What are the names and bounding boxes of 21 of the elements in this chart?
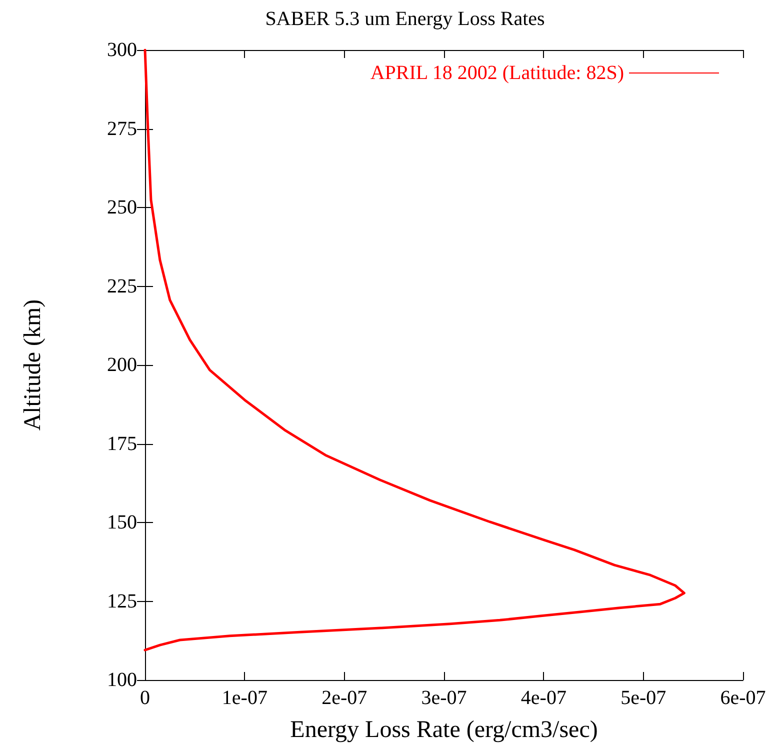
- x-tick-label: 2e-07: [322, 687, 368, 709]
- y-tick-label: 200: [107, 354, 137, 376]
- chart-title: SABER 5.3 um Energy Loss Rates: [265, 8, 546, 30]
- y-tick-label: 225: [107, 275, 137, 298]
- x-axis-title: Energy Loss Rate (erg/cm3/sec): [290, 717, 598, 743]
- legend-label: APRIL 18 2002 (Latitude: 82S): [370, 62, 624, 84]
- y-tick-label: 175: [107, 432, 137, 455]
- y-tick-label: 125: [107, 590, 137, 612]
- line-series: [144, 48, 686, 652]
- x-tick-label: 0: [140, 687, 150, 709]
- y-tick-label: 275: [107, 118, 137, 140]
- x-tick-label: 6e-07: [720, 687, 766, 709]
- x-tick-label: 3e-07: [421, 687, 467, 709]
- y-tick-label: 300: [107, 39, 137, 61]
- x-tick-label: 5e-07: [620, 687, 666, 709]
- x-tick-label: 4e-07: [520, 687, 566, 709]
- y-tick-label: 100: [107, 669, 137, 691]
- y-axis-title: Altitude (km): [20, 299, 46, 431]
- x-tick-label: 1e-07: [222, 687, 268, 709]
- y-tick-label: 250: [107, 196, 137, 218]
- y-tick-label: 150: [107, 512, 137, 534]
